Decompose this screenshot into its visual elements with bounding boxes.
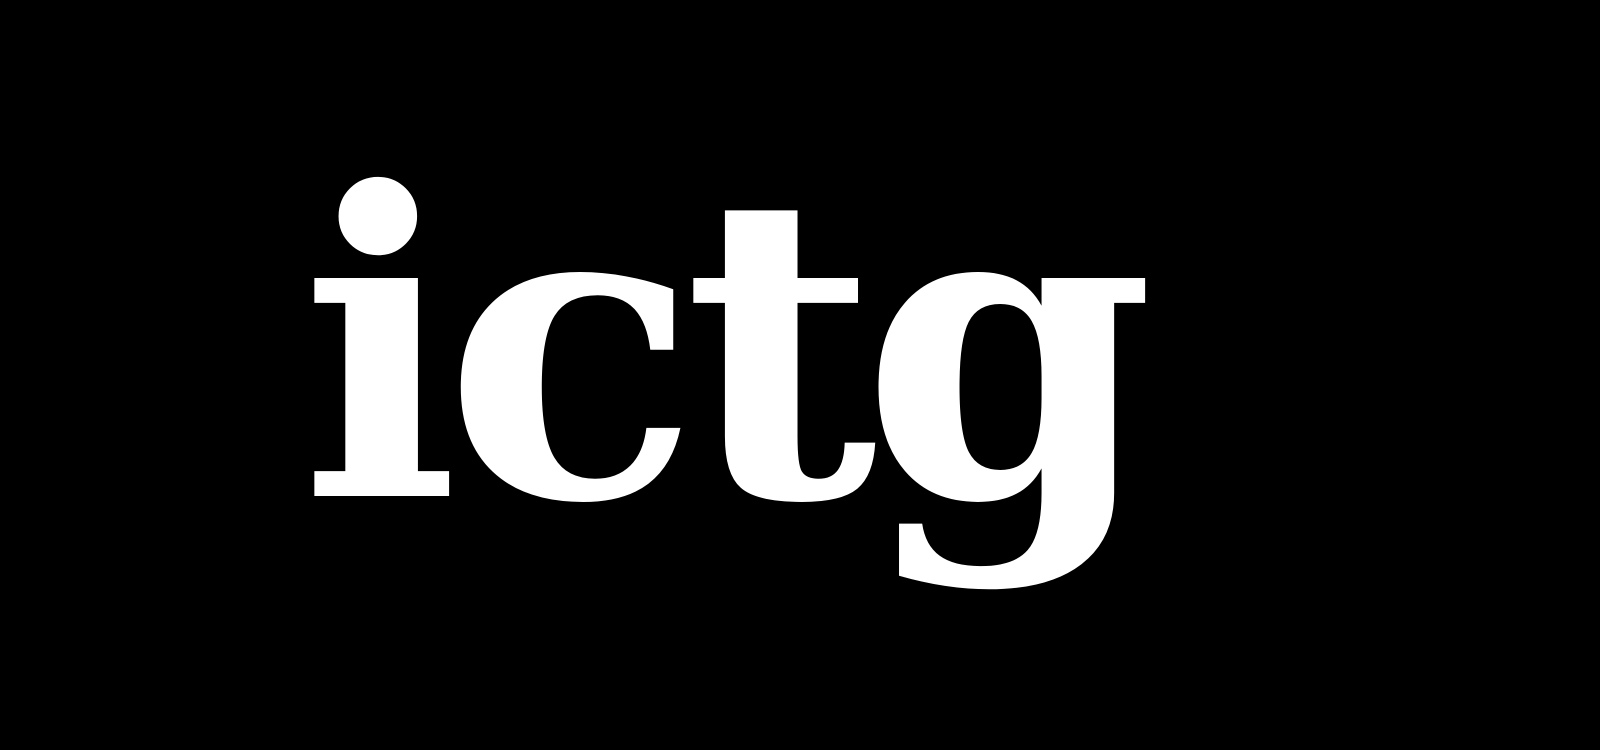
logo-wordmark: ictg (300, 103, 1155, 596)
